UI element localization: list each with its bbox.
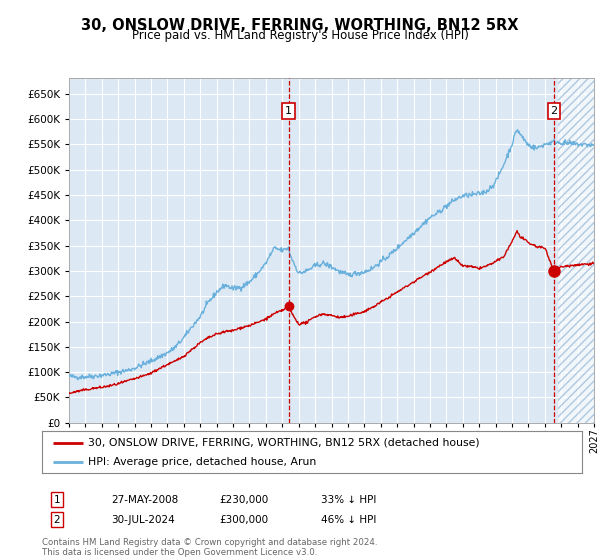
Text: 33% ↓ HPI: 33% ↓ HPI [321, 494, 376, 505]
Text: 30, ONSLOW DRIVE, FERRING, WORTHING, BN12 5RX (detached house): 30, ONSLOW DRIVE, FERRING, WORTHING, BN1… [88, 437, 479, 447]
Text: Price paid vs. HM Land Registry's House Price Index (HPI): Price paid vs. HM Land Registry's House … [131, 29, 469, 42]
Bar [558, 78, 594, 423]
Text: £230,000: £230,000 [219, 494, 268, 505]
Text: £300,000: £300,000 [219, 515, 268, 525]
Text: 30, ONSLOW DRIVE, FERRING, WORTHING, BN12 5RX: 30, ONSLOW DRIVE, FERRING, WORTHING, BN1… [81, 18, 519, 33]
Text: 2: 2 [53, 515, 61, 525]
Text: 27-MAY-2008: 27-MAY-2008 [111, 494, 178, 505]
Text: 46% ↓ HPI: 46% ↓ HPI [321, 515, 376, 525]
Text: HPI: Average price, detached house, Arun: HPI: Average price, detached house, Arun [88, 457, 316, 467]
Text: 30-JUL-2024: 30-JUL-2024 [111, 515, 175, 525]
Text: 1: 1 [53, 494, 61, 505]
Text: 1: 1 [285, 106, 292, 116]
Text: Contains HM Land Registry data © Crown copyright and database right 2024.
This d: Contains HM Land Registry data © Crown c… [42, 538, 377, 557]
Bar [558, 78, 594, 423]
Text: 2: 2 [551, 106, 557, 116]
